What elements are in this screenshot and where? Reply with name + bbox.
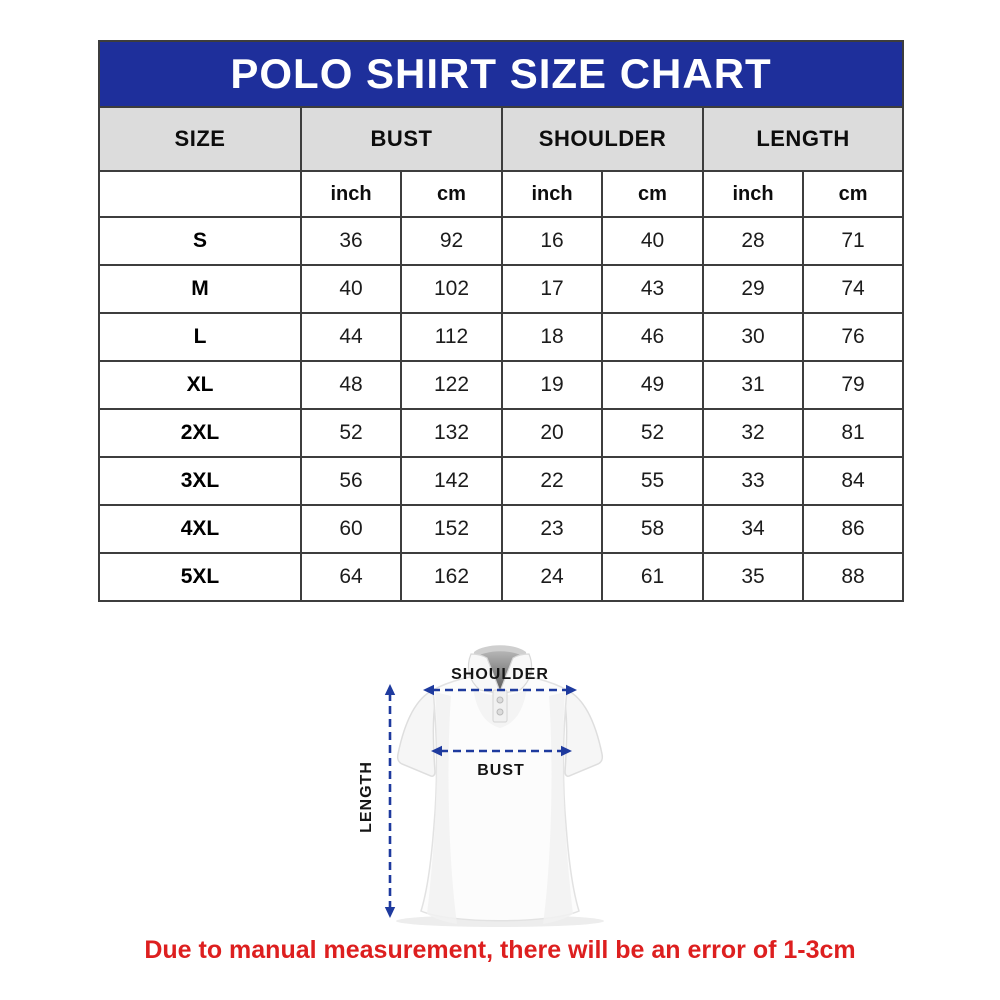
- column-header-length: LENGTH: [701, 106, 905, 172]
- size-cell: 5XL: [98, 552, 302, 602]
- value-cell: 33: [702, 456, 804, 506]
- value-cell: 56: [300, 456, 402, 506]
- value-cell: 112: [400, 312, 503, 362]
- column-header-size: SIZE: [98, 106, 302, 172]
- size-cell: L: [98, 312, 302, 362]
- measurement-disclaimer: Due to manual measurement, there will be…: [144, 936, 856, 964]
- value-cell: 32: [702, 408, 804, 458]
- value-cell: 102: [400, 264, 503, 314]
- value-cell: 17: [501, 264, 603, 314]
- value-cell: 79: [801, 360, 905, 410]
- value-cell: 162: [400, 552, 503, 602]
- table-row-m: M 40 102 17 43 29 74: [98, 264, 905, 314]
- shirt-sleeve-right-icon: [562, 689, 604, 777]
- value-cell: 40: [601, 216, 704, 266]
- unit-label: cm: [801, 170, 905, 218]
- size-cell: M: [98, 264, 302, 314]
- button-icon: [496, 708, 504, 716]
- value-cell: 44: [300, 312, 402, 362]
- value-cell: 19: [501, 360, 603, 410]
- shirt-shading-left: [427, 692, 457, 924]
- size-cell: S: [98, 216, 302, 266]
- shoulder-arrow: [423, 684, 577, 696]
- unit-label: cm: [400, 170, 503, 218]
- table-row-l: L 44 112 18 46 30 76: [98, 312, 905, 362]
- size-cell: 2XL: [98, 408, 302, 458]
- value-cell: 92: [400, 216, 503, 266]
- value-cell: 24: [501, 552, 603, 602]
- value-cell: 52: [601, 408, 704, 458]
- value-cell: 36: [300, 216, 402, 266]
- value-cell: 30: [702, 312, 804, 362]
- value-cell: 55: [601, 456, 704, 506]
- value-cell: 35: [702, 552, 804, 602]
- bust-label: BUST: [477, 762, 525, 779]
- units-header-row: inch cm inch cm inch cm: [98, 170, 905, 218]
- shoulder-label: SHOULDER: [451, 666, 549, 683]
- units-blank-cell: [98, 170, 302, 218]
- length-label: LENGTH: [358, 761, 375, 833]
- value-cell: 52: [300, 408, 402, 458]
- unit-label: inch: [702, 170, 804, 218]
- table-row-s: S 36 92 16 40 28 71: [98, 216, 905, 266]
- value-cell: 142: [400, 456, 503, 506]
- size-cell: XL: [98, 360, 302, 410]
- table-row-3xl: 3XL 56 142 22 55 33 84: [98, 456, 905, 506]
- button-icon: [496, 696, 504, 704]
- value-cell: 40: [300, 264, 402, 314]
- measurement-diagram: SHOULDER BUST LENGTH: [335, 630, 665, 960]
- placket-icon: [492, 689, 508, 723]
- value-cell: 29: [702, 264, 804, 314]
- value-cell: 76: [801, 312, 905, 362]
- size-cell: 4XL: [98, 504, 302, 554]
- size-chart-table: POLO SHIRT SIZE CHART SIZE BUST SHOULDER…: [97, 40, 905, 602]
- unit-label: cm: [601, 170, 704, 218]
- table-row-5xl: 5XL 64 162 24 61 35 88: [98, 552, 905, 602]
- column-header-bust: BUST: [300, 106, 503, 172]
- value-cell: 64: [300, 552, 402, 602]
- value-cell: 43: [601, 264, 704, 314]
- value-cell: 28: [702, 216, 804, 266]
- value-cell: 16: [501, 216, 603, 266]
- size-cell: 3XL: [98, 456, 302, 506]
- value-cell: 60: [300, 504, 402, 554]
- value-cell: 86: [801, 504, 905, 554]
- value-cell: 34: [702, 504, 804, 554]
- value-cell: 88: [801, 552, 905, 602]
- value-cell: 84: [801, 456, 905, 506]
- value-cell: 122: [400, 360, 503, 410]
- unit-label: inch: [300, 170, 402, 218]
- value-cell: 46: [601, 312, 704, 362]
- value-cell: 48: [300, 360, 402, 410]
- page-title: POLO SHIRT SIZE CHART: [97, 40, 905, 108]
- bust-arrow: [431, 745, 572, 757]
- shirt-sleeve-left-icon: [396, 689, 438, 777]
- value-cell: 61: [601, 552, 704, 602]
- value-cell: 18: [501, 312, 603, 362]
- unit-label: inch: [501, 170, 603, 218]
- column-group-header-row: SIZE BUST SHOULDER LENGTH: [98, 106, 905, 172]
- value-cell: 74: [801, 264, 905, 314]
- value-cell: 49: [601, 360, 704, 410]
- value-cell: 22: [501, 456, 603, 506]
- column-header-shoulder: SHOULDER: [501, 106, 704, 172]
- value-cell: 23: [501, 504, 603, 554]
- shirt-shading-right: [543, 692, 573, 924]
- value-cell: 58: [601, 504, 704, 554]
- table-row-2xl: 2XL 52 132 20 52 32 81: [98, 408, 905, 458]
- value-cell: 132: [400, 408, 503, 458]
- value-cell: 31: [702, 360, 804, 410]
- title-banner-row: POLO SHIRT SIZE CHART: [97, 40, 905, 108]
- value-cell: 20: [501, 408, 603, 458]
- value-cell: 71: [801, 216, 905, 266]
- table-row-xl: XL 48 122 19 49 31 79: [98, 360, 905, 410]
- value-cell: 81: [801, 408, 905, 458]
- table-row-4xl: 4XL 60 152 23 58 34 86: [98, 504, 905, 554]
- value-cell: 152: [400, 504, 503, 554]
- length-arrow: [384, 684, 396, 918]
